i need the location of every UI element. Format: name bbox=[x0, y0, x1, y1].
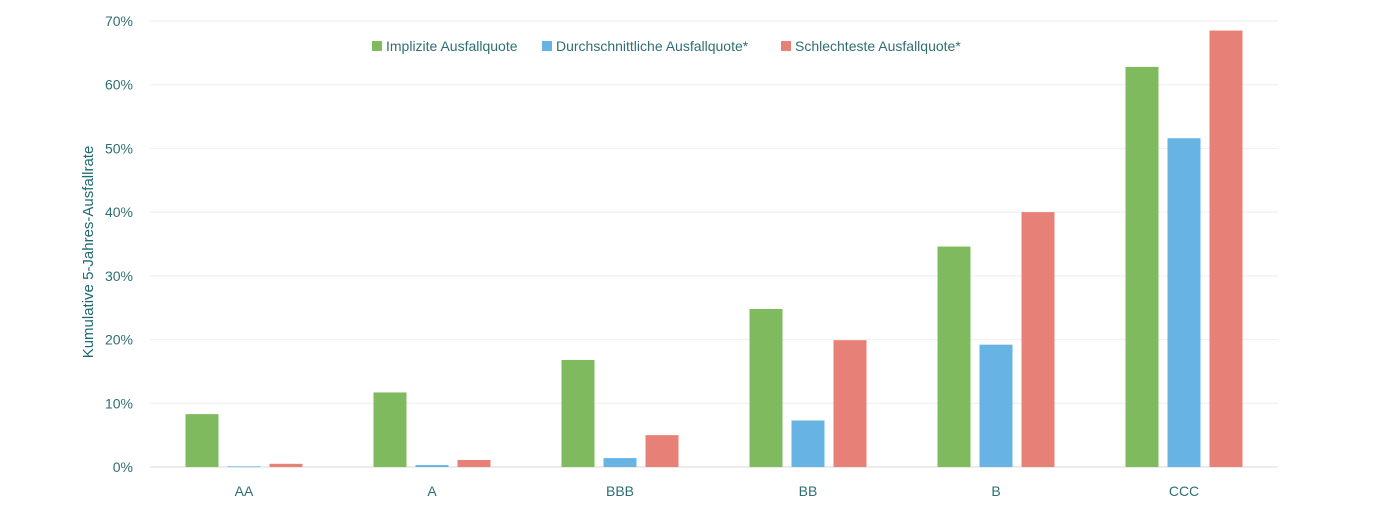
y-tick-label: 40% bbox=[105, 204, 133, 220]
legend-swatch bbox=[372, 41, 382, 51]
bar-a-series-1 bbox=[373, 392, 407, 467]
x-tick-label: A bbox=[427, 483, 437, 499]
bar-bb-series-1 bbox=[749, 308, 783, 467]
x-tick-label: BB bbox=[799, 483, 818, 499]
x-tick-label: CCC bbox=[1169, 483, 1199, 499]
y-axis-ticks: 0% 10% 20% 30% 40% 50% 60% 70% bbox=[105, 13, 133, 475]
bar-a-series-3 bbox=[457, 459, 491, 467]
legend-swatch bbox=[781, 41, 791, 51]
bar-ccc-series-3 bbox=[1209, 30, 1243, 468]
bar-b-series-3 bbox=[1021, 212, 1055, 467]
bar-a-series-2 bbox=[415, 465, 449, 467]
bars bbox=[185, 30, 1243, 468]
gridlines bbox=[150, 20, 1278, 468]
y-tick-label: 10% bbox=[105, 395, 133, 411]
y-axis-title: Kumulative 5-Jahres-Ausfallrate bbox=[80, 146, 97, 359]
legend-entry: Implizite Ausfallquote bbox=[386, 38, 518, 54]
bar-aa-series-1 bbox=[185, 414, 219, 467]
x-tick-label: AA bbox=[235, 483, 254, 499]
bar-bb-series-3 bbox=[833, 340, 867, 467]
y-tick-label: 50% bbox=[105, 140, 133, 156]
bar-ccc-series-1 bbox=[1125, 66, 1159, 468]
bar-bbb-series-3 bbox=[645, 435, 679, 467]
legend: Implizite Ausfallquote Durchschnittliche … bbox=[372, 38, 961, 54]
legend-swatch bbox=[542, 41, 552, 51]
bar-b-series-2 bbox=[979, 344, 1013, 467]
x-tick-label: B bbox=[991, 483, 1000, 499]
y-tick-label: 30% bbox=[105, 268, 133, 284]
bar-bbb-series-2 bbox=[603, 458, 637, 467]
bar-aa-series-3 bbox=[269, 463, 303, 467]
bar-aa-series-2 bbox=[227, 466, 261, 468]
bar-ccc-series-2 bbox=[1167, 138, 1201, 467]
y-tick-label: 70% bbox=[105, 13, 133, 29]
bar-bbb-series-1 bbox=[561, 359, 595, 467]
x-axis-ticks: AA A BBB BB B CCC bbox=[235, 483, 1200, 499]
legend-entry: Schlechteste Ausfallquote* bbox=[795, 38, 961, 54]
y-tick-label: 60% bbox=[105, 77, 133, 93]
bar-b-series-1 bbox=[937, 246, 971, 467]
legend-entry: Durchschnittliche Ausfallquote* bbox=[556, 38, 749, 54]
y-tick-label: 20% bbox=[105, 332, 133, 348]
y-tick-label: 0% bbox=[113, 459, 133, 475]
x-tick-label: BBB bbox=[606, 483, 634, 499]
bar-bb-series-2 bbox=[791, 420, 825, 467]
